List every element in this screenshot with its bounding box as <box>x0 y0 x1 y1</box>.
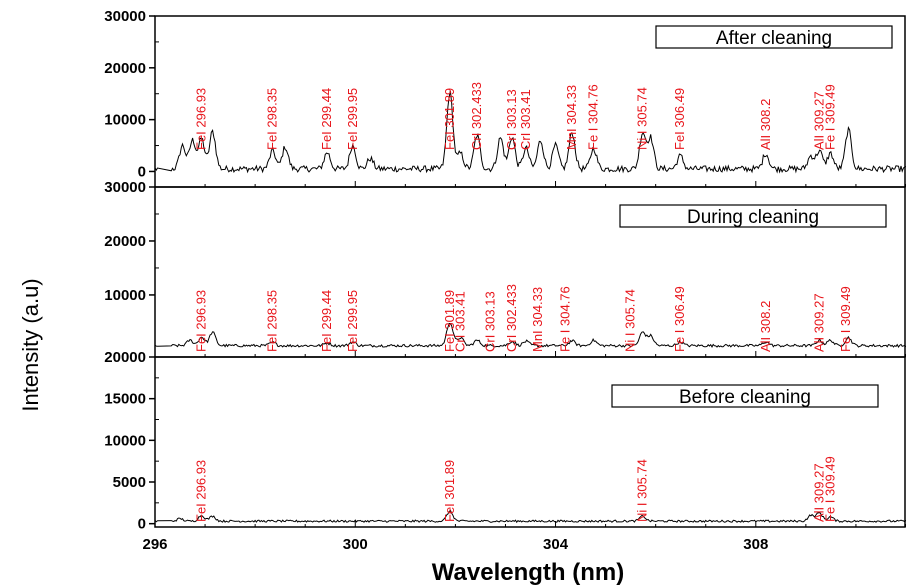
y-tick-label: 10000 <box>104 432 146 449</box>
x-tick-label: 304 <box>543 536 569 553</box>
peak-annotation: MnI 304.33 <box>564 85 579 150</box>
y-tick-label: 20000 <box>104 60 146 77</box>
peak-annotation: FeI 306.49 <box>672 88 687 150</box>
y-tick-label: 20000 <box>104 233 146 250</box>
y-tick-label: 5000 <box>113 474 146 491</box>
peak-annotation: Ni I 305.74 <box>635 459 650 522</box>
peak-annotation: AlI 308.2 <box>758 301 773 352</box>
spectrum-line <box>154 90 906 174</box>
y-tick-label: 10000 <box>104 112 146 129</box>
peak-annotation: FeI 301.89 <box>442 88 457 150</box>
peak-annotation: AlI 309.27 <box>811 91 826 150</box>
peak-annotation: FeI 296.93 <box>194 290 209 352</box>
peak-annotation: CrI 303.13 <box>504 89 519 150</box>
peak-annotation: Fe I 306.49 <box>672 286 687 352</box>
y-tick-label: 0 <box>138 163 146 180</box>
peak-annotation: FeI 296.93 <box>194 88 209 150</box>
y-tick-label: 15000 <box>104 391 146 408</box>
peak-annotation: CrI 303.41 <box>518 89 533 150</box>
panel-title: Before cleaning <box>679 387 811 408</box>
peak-annotation: Ni I 305.74 <box>623 289 638 352</box>
panel-frame <box>154 356 906 528</box>
panel-title-box <box>619 204 887 228</box>
peak-annotation: AlI 308.2 <box>758 99 773 150</box>
peak-annotation: FeI 296.93 <box>194 460 209 522</box>
peak-annotation: AlI 309.27 <box>811 463 826 522</box>
peak-annotation: Fe I 304.76 <box>586 84 601 150</box>
y-tick-label: 30000 <box>104 8 146 25</box>
peak-annotation: MnI 304.33 <box>530 287 545 352</box>
peak-annotation: FeI 298.35 <box>265 290 280 352</box>
peak-annotation: FeI 301.89 <box>442 460 457 522</box>
peak-annotation: CrI 303.41 <box>452 291 467 352</box>
x-tick-label: 308 <box>743 536 768 553</box>
y-tick-label: 30000 <box>104 179 146 196</box>
x-tick-label: 300 <box>343 536 368 553</box>
peak-annotation: FeI 299.44 <box>319 88 334 150</box>
panel-title: After cleaning <box>716 28 832 49</box>
peak-annotation: FeI 299.95 <box>345 88 360 150</box>
panel-title-box <box>655 25 893 49</box>
x-tick-label: 296 <box>142 536 167 553</box>
peak-annotation: CrI 303.13 <box>482 291 497 352</box>
spectrum-line <box>154 509 906 524</box>
peak-annotation: FeI 299.95 <box>345 290 360 352</box>
panel-title-box <box>611 384 879 408</box>
panel-title: During cleaning <box>687 207 819 228</box>
peak-annotation: Ni I 305.74 <box>635 87 650 150</box>
y-tick-label: 20000 <box>104 349 146 366</box>
peak-annotation: Fe I 304.76 <box>558 286 573 352</box>
y-tick-label: 0 <box>138 516 146 533</box>
peak-annotation: FeI 301.89 <box>442 290 457 352</box>
y-tick-label: 10000 <box>104 287 146 304</box>
peak-annotation: FeI 299.44 <box>319 290 334 352</box>
spectrum-line <box>154 323 906 348</box>
peak-annotation: FeI 298.35 <box>265 88 280 150</box>
peak-annotation: Fe I 309.49 <box>822 84 837 150</box>
peak-annotation: AlI 309.27 <box>811 293 826 352</box>
x-axis-label: Wavelength (nm) <box>432 559 624 586</box>
peak-annotation: Fe I 309.49 <box>838 286 853 352</box>
peak-annotation: CrI 302.433 <box>504 284 519 352</box>
y-axis-label: Intensity (a.u) <box>18 278 43 411</box>
peak-annotation: Fe I 309.49 <box>822 456 837 522</box>
peak-annotation: CrI 302.433 <box>469 82 484 150</box>
